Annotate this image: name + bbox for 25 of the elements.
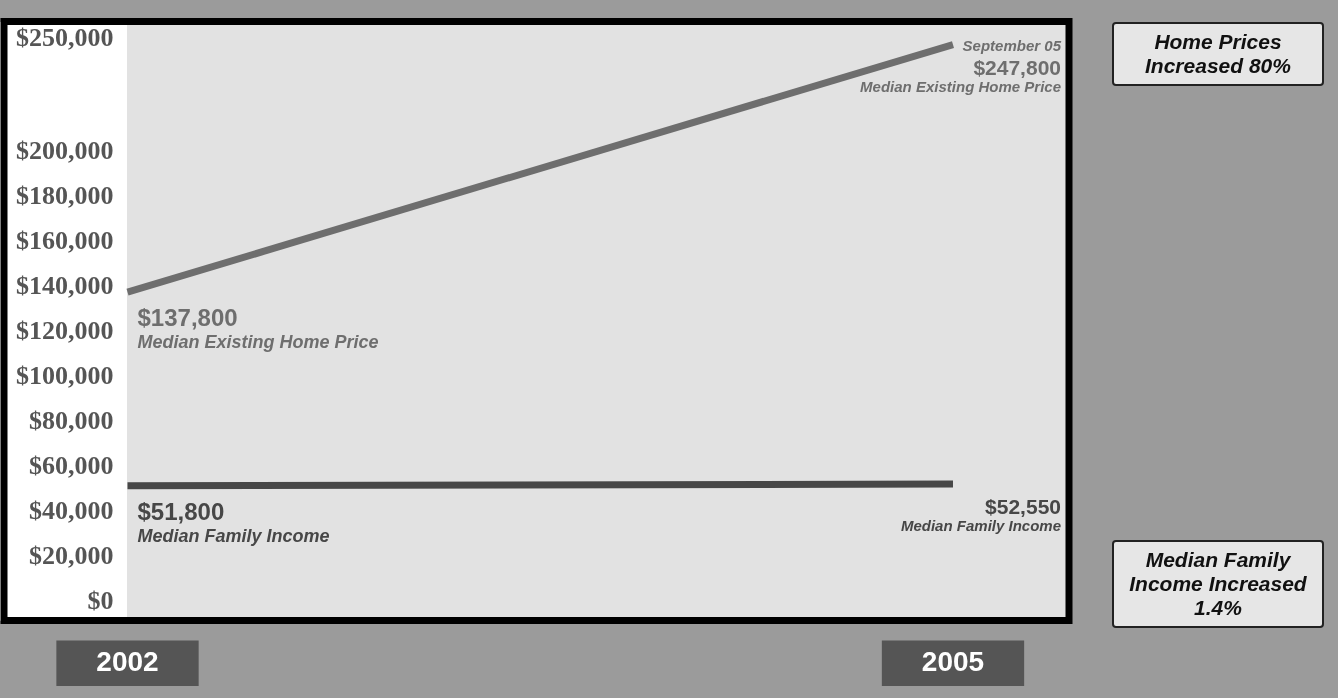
y-tick-label: $160,000 bbox=[16, 225, 114, 255]
y-tick-label: $200,000 bbox=[16, 135, 114, 165]
x-tick-label: 2002 bbox=[96, 645, 159, 677]
y-tick-label: $20,000 bbox=[29, 541, 114, 571]
annotation: Median Family Income bbox=[900, 517, 1061, 535]
y-tick-label: $140,000 bbox=[16, 270, 114, 300]
data-label: $137,800 bbox=[137, 304, 238, 332]
y-tick-label: $0 bbox=[87, 586, 114, 616]
text: Median Family Income Increased 1.4% bbox=[1112, 540, 1324, 628]
y-tick-label: $180,000 bbox=[16, 180, 114, 210]
annotation: Median Family Income bbox=[137, 525, 330, 546]
y-tick-label: $60,000 bbox=[29, 451, 114, 481]
data-label: $52,550 bbox=[985, 495, 1061, 519]
y-tick-label: $80,000 bbox=[29, 406, 114, 436]
data-label: $247,800 bbox=[973, 55, 1061, 79]
annotation: Median Existing Home Price bbox=[137, 332, 379, 353]
y-tick-label: $100,000 bbox=[16, 361, 114, 390]
y-tick-label: $40,000 bbox=[29, 496, 114, 526]
y-tick-label: $120,000 bbox=[16, 315, 114, 345]
y-tick-label: $250,000 bbox=[16, 23, 114, 53]
data-label: $51,800 bbox=[137, 497, 225, 525]
x-tick-label: 2005 bbox=[921, 645, 985, 677]
annotation: Median Existing Home Price bbox=[860, 77, 1061, 95]
annotation: September 05 bbox=[962, 36, 1062, 54]
text: Home Prices Increased 80% bbox=[1112, 22, 1324, 86]
